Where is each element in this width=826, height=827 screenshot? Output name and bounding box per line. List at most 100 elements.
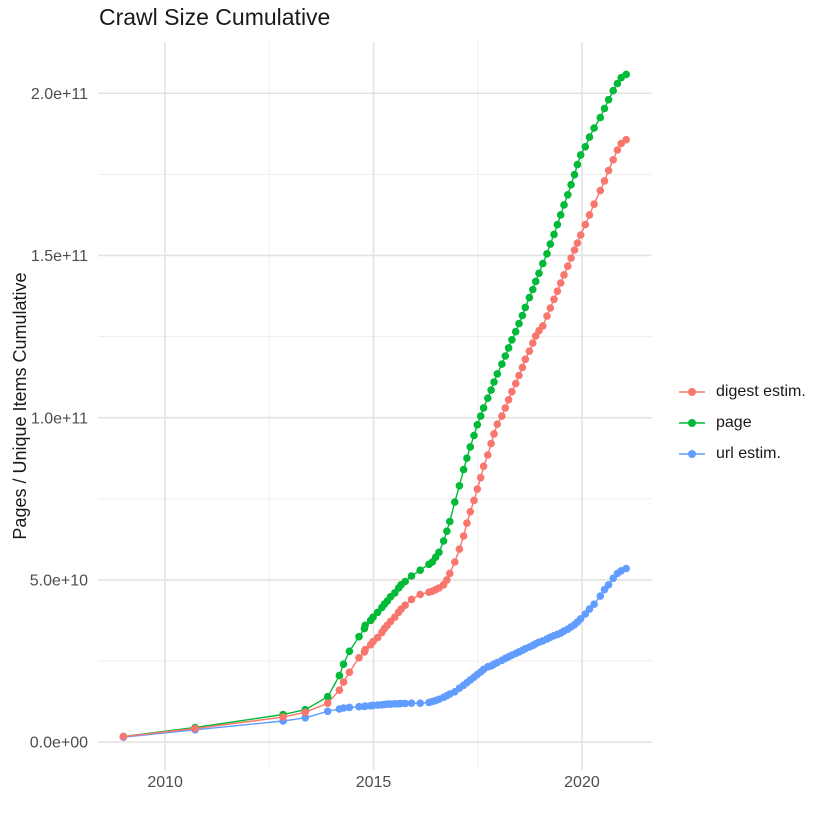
y-tick-label: 1.0e+11 [31,410,88,427]
series-point-digest-estim [560,271,568,279]
series-point-page [543,250,551,258]
series-point-page [451,498,459,506]
series-point-digest-estim [508,387,516,396]
series-point-digest-estim [459,532,468,540]
series-point-page [484,394,492,403]
series-point-digest-estim [476,473,485,482]
series-point-digest-estim [493,420,502,429]
series-point-url-estim [590,600,598,608]
series-point-page [518,311,527,320]
series-point-digest-estim [479,462,488,471]
series-point-page [407,572,416,580]
legend: digest estim. page url estim. [678,383,806,463]
y-tick-label: 2.0e+11 [31,86,88,103]
series-point-page [443,527,451,535]
legend-label-url-estim: url estim. [716,445,781,462]
series-point-page [479,404,488,412]
series-point-url-estim [416,699,425,707]
series-point-digest-estim [119,732,128,741]
x-tick-label: 2020 [564,774,600,791]
series-point-page [416,566,425,574]
series-point-page [539,259,547,268]
series-point-page [361,621,370,630]
series-point-page [369,613,377,621]
chart-title: Crawl Size Cumulative [99,4,331,30]
series-point-digest-estim [323,699,332,707]
series-point-digest-estim [581,220,590,229]
y-tick-label: 0.0e+00 [30,735,88,752]
series-point-url-estim [407,699,416,707]
series-point-digest-estim [515,371,523,380]
series-point-digest-estim [361,645,370,654]
series-point-digest-estim [279,713,287,721]
series-point-digest-estim [529,339,537,347]
legend-item-page: page [678,414,806,432]
series-point-digest-estim [455,545,464,553]
series-point-url-estim [339,704,348,712]
series-point-digest-estim [556,279,565,287]
series-point-digest-estim [466,508,475,516]
series-point-page [622,70,630,79]
series-point-url-estim [585,605,594,613]
series-point-page [459,465,468,474]
series-point-page [567,180,575,189]
series-point-digest-estim [550,295,558,304]
x-tick-label: 2015 [356,774,392,791]
series-point-digest-estim [463,519,471,527]
series-point-digest-estim [473,485,482,493]
legend-key-page-icon [679,419,705,427]
series-point-page [339,660,348,668]
y-tick-label: 5.0e+10 [30,572,88,589]
legend-item-url-estim: url estim. [678,445,806,463]
series-point-url-estim [604,581,613,589]
series-point-digest-estim [446,569,454,578]
series-point-digest-estim [191,724,199,733]
series-point-page [576,151,585,159]
series-point-page [560,201,568,209]
legend-key-url-estim-icon [679,450,705,458]
series-point-digest-estim [401,601,410,609]
series-point-digest-estim [407,595,416,604]
series-line-digest-estim [123,139,627,738]
series-point-page [501,352,510,360]
series-point-page [613,79,622,88]
series-point-page [490,378,498,386]
series-point-url-estim [301,714,310,722]
series-point-digest-estim [490,430,498,438]
legend-label-page: page [716,414,752,431]
series-point-page [553,220,562,229]
series-point-page [470,431,478,440]
series-point-digest-estim [518,363,527,372]
series-point-page [609,86,617,95]
series-point-digest-estim [604,166,613,175]
series-point-page [556,211,565,219]
series-point-page [590,124,598,132]
series-point-page [581,143,590,151]
series-point-url-estim [401,699,410,708]
series-point-page [521,303,530,312]
series-point-digest-estim [570,246,579,254]
series-point-digest-estim [600,177,609,185]
series-point-digest-estim [484,451,492,459]
series-point-digest-estim [521,355,530,364]
series-point-page [463,454,471,463]
series-point-digest-estim [443,576,451,584]
series-point-page [525,293,534,302]
series-point-digest-estim [590,200,598,208]
series-point-digest-estim [596,186,605,195]
series-point-url-estim [596,592,605,600]
y-tick-label: 1.5e+11 [31,248,88,265]
series-point-digest-estim [525,347,534,356]
series-point-digest-estim [613,146,622,154]
series-point-digest-estim [339,678,348,686]
series-point-page [473,421,482,429]
series-point-url-estim [622,564,630,573]
series-point-digest-estim [564,262,572,271]
series-point-digest-estim [487,439,495,448]
series-point-page [596,113,605,122]
series-point-page [550,230,558,239]
series-point-page [335,671,344,680]
series-point-url-estim [323,707,332,716]
